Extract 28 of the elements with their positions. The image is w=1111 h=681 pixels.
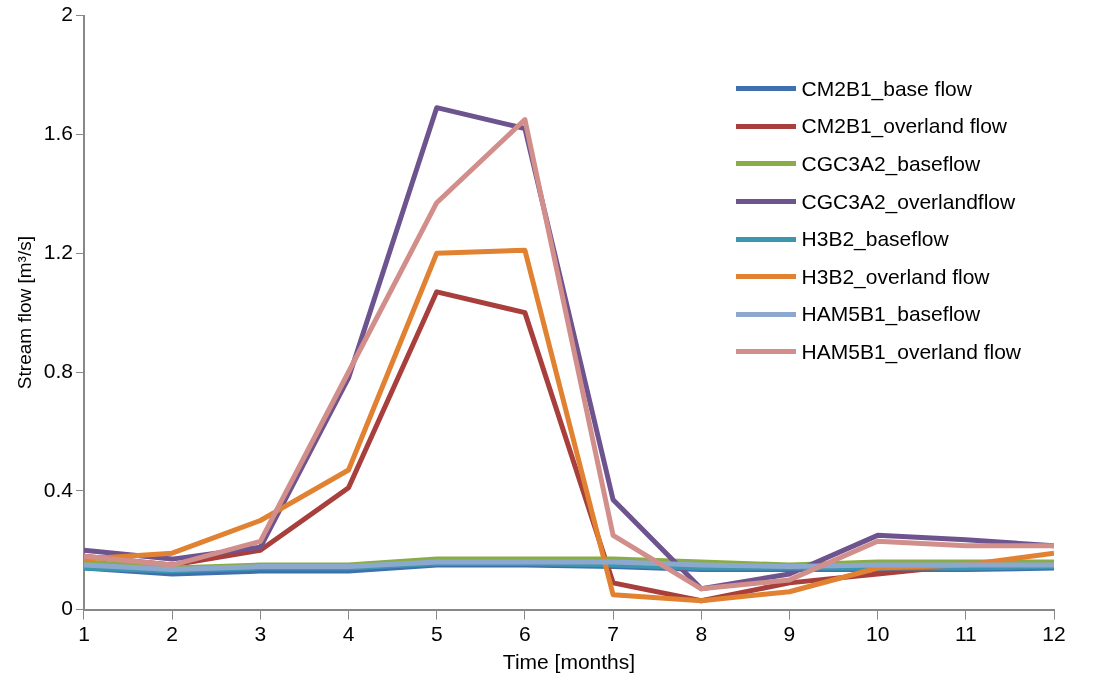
x-axis-title: Time [months] bbox=[502, 650, 636, 674]
x-tick-label: 11 bbox=[954, 622, 977, 645]
x-tick-label: 9 bbox=[783, 622, 796, 645]
legend-label: H3B2_baseflow bbox=[801, 227, 949, 252]
legend-label: HAM5B1_overland flow bbox=[801, 339, 1021, 364]
y-tick-label: 0 bbox=[61, 596, 73, 620]
y-tick-label: 1.2 bbox=[43, 240, 73, 263]
legend-label: CGC3A2_baseflow bbox=[801, 151, 981, 176]
legend-label: CM2B1_overland flow bbox=[801, 114, 1007, 139]
legend-label: CGC3A2_overlandflow bbox=[801, 189, 1016, 214]
legend-label: H3B2_overland flow bbox=[801, 264, 990, 289]
x-tick-label: 5 bbox=[430, 622, 443, 645]
y-tick-label: 2 bbox=[61, 2, 73, 26]
x-tick-label: 8 bbox=[695, 622, 708, 645]
legend-label: HAM5B1_baseflow bbox=[801, 302, 981, 327]
x-tick-label: 12 bbox=[1042, 622, 1066, 645]
x-tick-label: 4 bbox=[342, 622, 355, 645]
x-tick-label: 6 bbox=[519, 622, 531, 645]
y-tick-label: 0.4 bbox=[43, 477, 74, 501]
x-tick-label: 1 bbox=[78, 622, 90, 645]
x-tick-label: 2 bbox=[166, 622, 179, 645]
y-tick-label: 0.8 bbox=[43, 358, 73, 382]
legend-label: CM2B1_base flow bbox=[801, 76, 972, 101]
y-axis-title: Stream flow [m³/s] bbox=[13, 236, 35, 390]
y-tick-label: 1.6 bbox=[43, 121, 73, 145]
x-tick-label: 10 bbox=[865, 622, 890, 645]
x-tick-label: 7 bbox=[607, 622, 619, 645]
x-tick-label: 3 bbox=[254, 622, 267, 645]
